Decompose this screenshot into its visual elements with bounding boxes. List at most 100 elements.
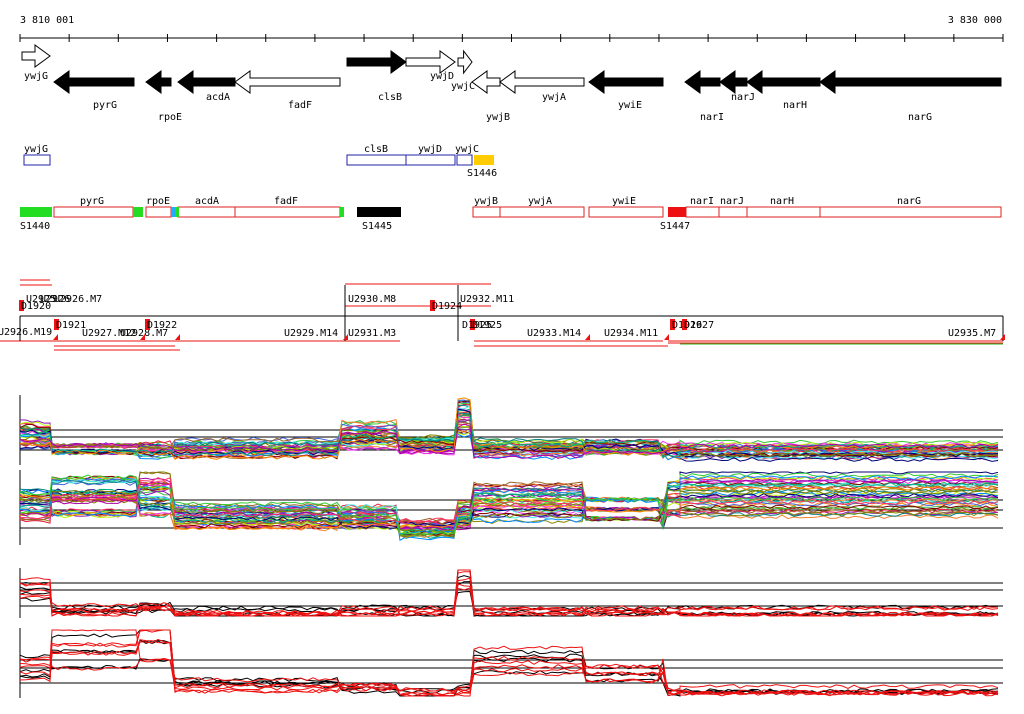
gene-label-ywjB: ywjB [486,112,510,123]
transcript-label: U2935.M7 [948,328,996,339]
operon-label: ywjG [24,144,48,155]
operon-label: ywjD [418,144,442,155]
transcript-overlap-label: U2926.M7 [54,294,102,305]
operon-label: ywjC [455,144,479,155]
gene-arrow-clsB [346,50,407,74]
downstream-label: D1925 [472,320,502,331]
transcript-end-mark [175,334,180,340]
profile-line [19,471,999,530]
transcript-label: U2933.M14 [527,328,581,339]
segment-label: S1447 [660,221,690,232]
downstream-label: D1920 [21,301,51,312]
transcript-end-mark [585,334,590,340]
profile-line [19,400,999,460]
transcript-label: U2934.M11 [604,328,658,339]
operon-box [234,206,341,218]
ruler-ticks [19,34,1004,42]
profile-line [19,486,999,529]
gene-label-acdA: acdA [206,92,230,103]
gene-label-fadF: fadF [288,100,312,111]
profile-line [19,475,999,535]
segment-track: S1440 S1445 S1446 S1447 [20,155,690,232]
segment-label: S1445 [362,221,392,232]
downstream-mark [145,319,150,330]
operon-box [405,154,456,166]
transcript-label: U2927.M12 [82,328,136,339]
transcript-end-mark [343,334,348,340]
operon-box [145,206,172,218]
operon-box [499,206,585,218]
transcript-end-mark [664,334,669,340]
downstream-label: D1924 [432,301,462,312]
operon-box [472,206,501,218]
profile-line [19,416,999,457]
profile-line [19,654,998,697]
gene-label-clsB: clsB [378,92,402,103]
operon-box [177,206,236,218]
gene-arrow-ywjD [405,50,456,74]
operon-label: narJ [720,196,744,207]
profile-line [19,629,999,697]
segment-S1447 [668,207,686,217]
gene-arrow-fadF [234,70,341,94]
operon-label: acdA [195,196,219,207]
segment-S1440 [20,207,52,217]
operon-box [23,154,51,166]
gene-arrow-pyrG [53,70,135,94]
operon-label: ywjB [474,196,498,207]
profile-line [19,482,998,533]
gene-arrow-narH [746,70,821,94]
transcript-end-mark [140,334,145,340]
gene-arrow-rpoE [145,70,172,94]
profile-line [19,471,999,538]
downstream-mark [682,319,687,330]
profile-line [19,639,999,696]
gene-arrow-narI [684,70,721,94]
operon-track: ywjG clsB ywjD ywjC pyrG rpoE acdA fadF ywjB ywjA… [23,144,1002,218]
downstream-mark [19,300,24,311]
ruler-start-label: 3 810 001 [20,15,74,26]
profile-line [19,477,999,531]
operon-label: ywjA [528,196,552,207]
profile-line [19,397,999,460]
expression-profiles [19,395,1003,698]
profile-line [19,423,999,459]
operon-box [819,206,1002,218]
gene-label-narJ: narJ [731,92,755,103]
operon-box [456,154,473,166]
gene-label-ywjC: ywjC [451,81,475,92]
transcript-overlap-label: U2926 [40,294,70,305]
segment-label: S1440 [20,221,50,232]
downstream-mark [54,319,59,330]
gene-arrow-ywjA [499,70,585,94]
operon-label: ywiE [612,196,636,207]
transcript-overlap-label: U2925 [26,294,56,305]
operon-box [718,206,748,218]
gene-label-rpoE: rpoE [158,112,182,123]
downstream-overlap-label: D1925 [462,320,492,331]
profile-line [19,488,999,533]
downstream-label: D1921 [56,320,86,331]
operon-label: narI [690,196,714,207]
transcript-label: U2929.M14 [284,328,338,339]
segment-label: S1446 [467,168,497,179]
profile-line [19,477,999,542]
operon-label: rpoE [146,196,170,207]
operon-box [746,206,821,218]
profile-line [19,569,999,617]
profile-line [19,629,999,695]
gene-label-narH: narH [783,100,807,111]
operon-box [346,154,407,166]
transcript-end-mark [53,334,58,340]
gene-label-ywiE: ywiE [618,100,642,111]
downstream-mark [430,300,435,311]
gene-label-ywjD: ywjD [430,71,454,82]
profile-line [19,638,999,697]
gene-label-ywjA: ywjA [542,92,566,103]
profile-line [19,414,999,457]
transcript-label: U2928.M7 [120,328,168,339]
profile-line [19,471,999,530]
segment-S1446 [474,155,494,165]
